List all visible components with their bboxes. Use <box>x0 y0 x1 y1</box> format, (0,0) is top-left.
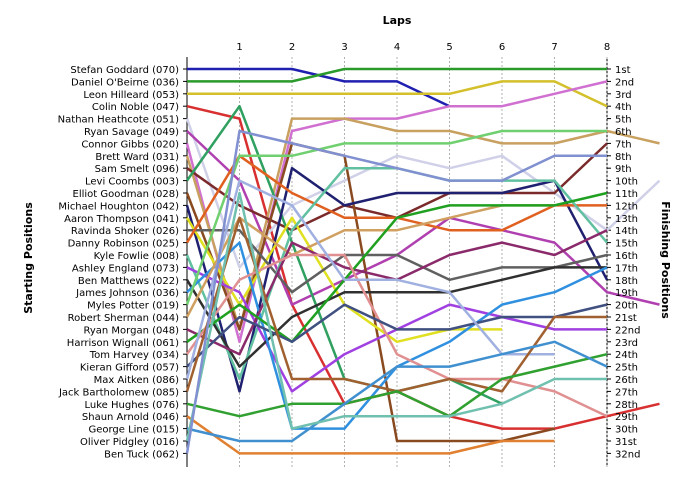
starting-position-label: Ashley England (073) <box>72 263 179 274</box>
starting-position-label: Harrison Wignall (061) <box>67 338 179 349</box>
starting-position-label: Sam Smelt (096) <box>95 164 180 175</box>
starting-position-label: Robert Sherman (044) <box>68 313 179 324</box>
finishing-position-label: 3rd <box>615 90 632 101</box>
finishing-position-label: 4th <box>615 102 632 113</box>
series-line <box>186 352 608 418</box>
labels: 1 2 3 4 5 6 7 81st2nd3rd4th5th6th7th8th9th10th1… <box>58 42 641 460</box>
lap-tick-label: 8 <box>604 42 610 53</box>
finishing-position-label: 9th <box>615 164 632 175</box>
starting-position-label: Myles Potter (019) <box>87 301 179 312</box>
finishing-position-label: 8th <box>615 152 632 163</box>
finishing-position-label: 5th <box>615 115 632 126</box>
starting-position-label: Ben Matthews (022) <box>78 276 179 287</box>
finishing-position-label: 30th <box>615 425 638 436</box>
finishing-position-label: 15th <box>615 239 638 250</box>
series-line <box>186 191 608 344</box>
starting-position-label: Shaun Arnold (046) <box>82 412 179 423</box>
starting-position-label: Elliot Goodman (028) <box>73 189 180 200</box>
series-line <box>185 204 555 318</box>
starting-position-label: Max Aitken (086) <box>94 375 179 386</box>
finishing-position-label: 13th <box>615 214 638 225</box>
starting-position-label: Nathan Heathcote (051) <box>58 115 179 126</box>
finishing-position-label: 19th <box>615 288 638 299</box>
finishing-position-label: 26th <box>615 375 638 386</box>
series-line <box>187 67 607 83</box>
series-line <box>185 191 607 442</box>
finishing-position-label: 6th <box>615 127 632 138</box>
finishing-position-label: 27th <box>615 387 638 398</box>
starting-position-label: George Line (015) <box>88 425 179 436</box>
finishing-position-label: 22nd <box>615 325 640 336</box>
series-line <box>186 303 608 368</box>
starting-position-label: Colin Noble (047) <box>92 102 179 113</box>
starting-position-label: Oliver Pidgley (016) <box>80 437 179 448</box>
series-line <box>185 129 607 454</box>
starting-position-label: Danny Robinson (025) <box>68 239 180 250</box>
starting-position-label: Levi Coombs (003) <box>85 177 179 188</box>
starting-position-label: Daniel O'Beirne (036) <box>71 77 179 88</box>
starting-position-label: Jack Bartholomew (085) <box>58 387 179 398</box>
series-line <box>185 266 607 368</box>
series-line <box>185 179 555 380</box>
starting-position-label: Michael Houghton (042) <box>58 201 179 212</box>
finishing-position-label: 32nd <box>615 449 640 460</box>
starting-position-label: Ravinda Shoker (026) <box>71 226 179 237</box>
finishing-position-label: 17th <box>615 263 638 274</box>
series-lines <box>185 67 661 455</box>
right-axis-title: Finishing Positions <box>659 201 672 319</box>
lap-tick-label: 1 <box>236 42 242 53</box>
starting-position-label: Aaron Thompson (041) <box>64 214 179 225</box>
finishing-position-label: 10th <box>615 177 638 188</box>
grid <box>183 57 611 467</box>
lap-tick-label: 3 <box>341 42 347 53</box>
finishing-position-label: 23rd <box>615 338 638 349</box>
starting-position-label: Connor Gibbs (020) <box>81 139 179 150</box>
finishing-position-label: 2nd <box>615 77 634 88</box>
finishing-position-label: 7th <box>615 139 632 150</box>
starting-position-label: Kyle Fowlie (008) <box>94 251 179 262</box>
series-line <box>186 415 555 455</box>
starting-position-label: Kieran Gifford (057) <box>80 363 179 374</box>
lap-tick-label: 4 <box>394 42 400 53</box>
lap-tick-label: 7 <box>551 42 557 53</box>
lap-tick-label: 5 <box>446 42 452 53</box>
series-line <box>185 117 660 331</box>
series-line <box>185 142 555 443</box>
finishing-position-label: 25th <box>615 363 638 374</box>
lap-tick-label: 2 <box>289 42 295 53</box>
series-line <box>187 80 608 108</box>
starting-position-label: Tom Harvey (034) <box>89 350 179 361</box>
finishing-position-label: 18th <box>615 276 638 287</box>
starting-position-label: Ben Tuck (062) <box>104 449 179 460</box>
starting-position-label: Ryan Morgan (048) <box>83 325 179 336</box>
finishing-position-label: 31st <box>615 437 637 448</box>
starting-position-label: James Johnson (036) <box>75 288 179 299</box>
finishing-position-label: 11th <box>615 189 638 200</box>
lap-tick-label: 6 <box>499 42 505 53</box>
starting-position-label: Ryan Savage (049) <box>84 127 179 138</box>
series-line <box>187 228 608 294</box>
starting-position-label: Luke Hughes (076) <box>85 400 180 411</box>
finishing-position-label: 28th <box>615 400 638 411</box>
finishing-position-label: 1st <box>615 65 631 76</box>
starting-position-label: Stefan Goddard (070) <box>70 65 179 76</box>
starting-position-label: Brett Ward (031) <box>95 152 179 163</box>
finishing-position-label: 14th <box>615 226 638 237</box>
finishing-position-label: 20th <box>615 301 638 312</box>
finishing-position-label: 12th <box>615 201 638 212</box>
finishing-position-label: 24th <box>615 350 638 361</box>
x-axis-title: Laps <box>383 14 412 27</box>
starting-position-label: Leon Hilleard (053) <box>83 90 179 101</box>
series-line <box>185 129 607 306</box>
finishing-position-label: 29th <box>615 412 638 423</box>
finishing-position-label: 16th <box>615 251 638 262</box>
finishing-position-label: 21st <box>615 313 637 324</box>
left-axis-title: Starting Positions <box>22 202 35 314</box>
series-line <box>186 340 608 443</box>
